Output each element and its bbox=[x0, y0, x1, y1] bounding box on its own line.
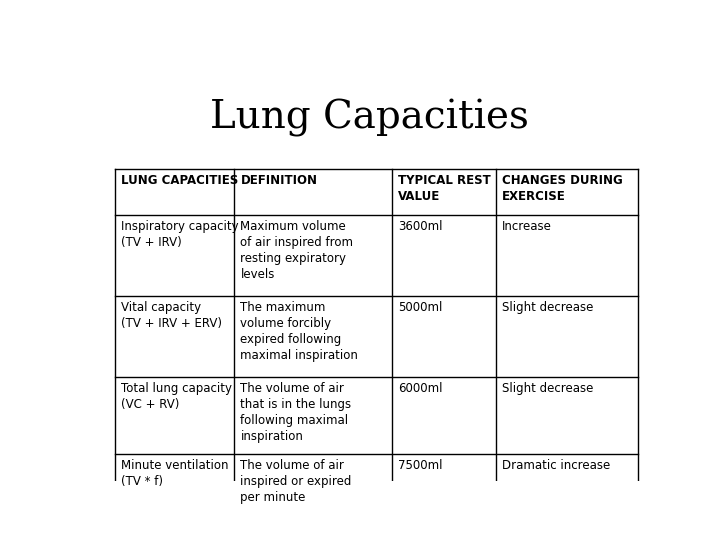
Text: Slight decrease: Slight decrease bbox=[503, 382, 593, 395]
Text: Slight decrease: Slight decrease bbox=[503, 301, 593, 314]
Text: 5000ml: 5000ml bbox=[398, 301, 443, 314]
Text: 6000ml: 6000ml bbox=[398, 382, 443, 395]
Text: CHANGES DURING
EXERCISE: CHANGES DURING EXERCISE bbox=[503, 174, 623, 203]
Text: TYPICAL REST
VALUE: TYPICAL REST VALUE bbox=[398, 174, 491, 203]
Text: LUNG CAPACITIES: LUNG CAPACITIES bbox=[121, 174, 238, 187]
Text: Vital capacity
(TV + IRV + ERV): Vital capacity (TV + IRV + ERV) bbox=[121, 301, 222, 330]
Text: Increase: Increase bbox=[503, 220, 552, 233]
Text: Lung Capacities: Lung Capacities bbox=[210, 99, 528, 138]
Text: The volume of air
that is in the lungs
following maximal
inspiration: The volume of air that is in the lungs f… bbox=[240, 382, 351, 443]
Text: Minute ventilation
(TV * f): Minute ventilation (TV * f) bbox=[121, 459, 228, 488]
Text: Total lung capacity
(VC + RV): Total lung capacity (VC + RV) bbox=[121, 382, 232, 411]
Text: 7500ml: 7500ml bbox=[398, 459, 443, 472]
Text: Inspiratory capacity
(TV + IRV): Inspiratory capacity (TV + IRV) bbox=[121, 220, 239, 249]
Text: The maximum
volume forcibly
expired following
maximal inspiration: The maximum volume forcibly expired foll… bbox=[240, 301, 359, 362]
Text: Maximum volume
of air inspired from
resting expiratory
levels: Maximum volume of air inspired from rest… bbox=[240, 220, 354, 281]
Text: DEFINITION: DEFINITION bbox=[240, 174, 318, 187]
Text: 3600ml: 3600ml bbox=[398, 220, 443, 233]
Text: The volume of air
inspired or expired
per minute: The volume of air inspired or expired pe… bbox=[240, 459, 352, 504]
Text: Dramatic increase: Dramatic increase bbox=[503, 459, 611, 472]
